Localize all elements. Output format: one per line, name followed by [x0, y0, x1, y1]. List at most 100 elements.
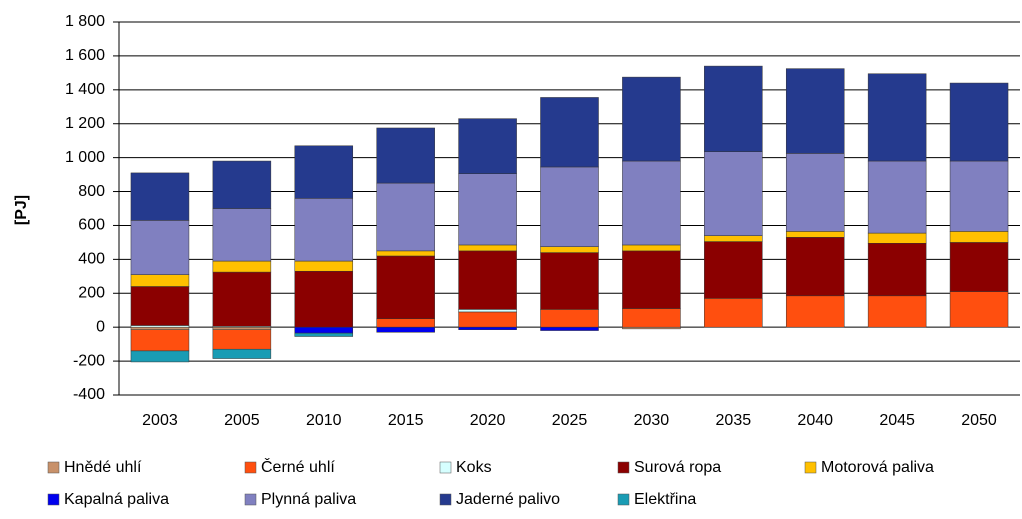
x-tick-label: 2025: [552, 412, 588, 429]
bar-segment: [704, 235, 763, 242]
bar-segment: [212, 329, 272, 350]
y-tick-label: 1 200: [65, 115, 105, 132]
legend-swatch: [439, 461, 452, 474]
y-tick-label: 0: [96, 318, 105, 335]
bar-segment: [458, 250, 517, 310]
bar-segment: [867, 232, 927, 244]
y-tick-label: -400: [73, 386, 105, 403]
bar-segment: [376, 182, 435, 252]
bar-segment: [867, 160, 927, 234]
bar-segment: [294, 260, 354, 272]
bar-segment: [704, 65, 763, 152]
bar-segment: [785, 231, 845, 238]
bar-segment: [622, 76, 681, 162]
bar-segment: [540, 326, 599, 331]
legend-label: Hnědé uhlí: [64, 459, 142, 476]
x-tick-label: 2040: [797, 412, 833, 429]
y-tick-label: 400: [78, 251, 105, 268]
bar-segment: [212, 208, 272, 262]
bar-segment: [212, 260, 272, 273]
bar-segment: [622, 244, 681, 252]
bar-segment: [540, 97, 599, 168]
x-tick-label: 2045: [879, 412, 915, 429]
bar-segment: [212, 271, 272, 327]
bar-segment: [949, 82, 1009, 162]
legend-label: Koks: [456, 459, 492, 476]
bar-segment: [294, 145, 354, 199]
legend-swatch: [439, 493, 452, 506]
y-axis-label: [PJ]: [13, 195, 30, 225]
bar-segment: [130, 220, 190, 275]
x-tick-label: 2003: [142, 412, 178, 429]
legend-swatch: [617, 493, 630, 506]
legend-label: Motorová paliva: [821, 459, 934, 476]
x-tick-label: 2020: [470, 412, 506, 429]
bar-segment: [785, 237, 845, 297]
legend-label: Jaderné palivo: [456, 491, 560, 508]
bar-segment: [867, 243, 927, 297]
y-tick-label: -200: [73, 352, 105, 369]
y-tick-label: 1 600: [65, 47, 105, 64]
legend-label: Plynná paliva: [261, 491, 356, 508]
bar-segment: [212, 160, 272, 209]
bar-segment: [785, 153, 845, 232]
bar-segment: [622, 326, 681, 330]
bar-segment: [949, 160, 1009, 232]
bar-segment: [622, 160, 681, 246]
bar-segment: [130, 325, 190, 328]
bar-segment: [294, 198, 354, 262]
legend-label: Kapalná paliva: [64, 491, 169, 508]
bar-segment: [458, 326, 517, 330]
bar-segment: [458, 244, 517, 252]
bar-segment: [949, 291, 1009, 328]
bar-segment: [785, 295, 845, 328]
y-tick-label: 1 400: [65, 81, 105, 98]
legend-swatch: [47, 461, 60, 474]
bar-segment: [130, 286, 190, 326]
bar-segment: [704, 241, 763, 299]
legend-swatch: [47, 493, 60, 506]
bar-segment: [212, 348, 272, 359]
legend-label: Černé uhlí: [261, 457, 335, 476]
bar-segment: [540, 246, 599, 253]
y-tick-label: 1 000: [65, 149, 105, 166]
bar-segment: [130, 329, 190, 352]
x-tick-label: 2030: [634, 412, 670, 429]
bar-segment: [458, 309, 517, 313]
x-tick-label: 2035: [716, 412, 752, 429]
bar-segment: [130, 350, 190, 363]
bar-segment: [376, 326, 435, 333]
bar-segment: [704, 151, 763, 236]
x-tick-label: 2050: [961, 412, 997, 429]
bar-segment: [867, 295, 927, 328]
legend-label: Surová ropa: [634, 459, 721, 476]
legend-label: Elektřina: [634, 491, 696, 508]
x-tick-label: 2010: [306, 412, 342, 429]
bar-segment: [294, 326, 354, 334]
bar-segment: [622, 308, 681, 328]
bar-segment: [376, 255, 435, 319]
x-tick-label: 2005: [224, 412, 260, 429]
bar-segment: [540, 309, 599, 328]
bar-segment: [622, 250, 681, 309]
bar-segment: [785, 68, 845, 154]
bar-segment: [294, 270, 354, 328]
legend-swatch: [244, 493, 257, 506]
legend-swatch: [244, 461, 257, 474]
bar-segment: [458, 118, 517, 174]
bar-segment: [212, 326, 272, 330]
legend-swatch: [617, 461, 630, 474]
bar-segment: [376, 127, 435, 184]
bar-segment: [867, 73, 927, 162]
y-tick-label: 200: [78, 284, 105, 301]
bar-segment: [294, 332, 354, 337]
bar-segment: [704, 298, 763, 328]
bar-segment: [540, 252, 599, 310]
x-tick-label: 2015: [388, 412, 424, 429]
bar-segment: [130, 326, 190, 330]
legend-swatch: [804, 461, 817, 474]
bar-segment: [949, 242, 1009, 292]
y-tick-label: 800: [78, 183, 105, 200]
y-tick-label: 600: [78, 217, 105, 234]
bar-segment: [130, 172, 190, 221]
